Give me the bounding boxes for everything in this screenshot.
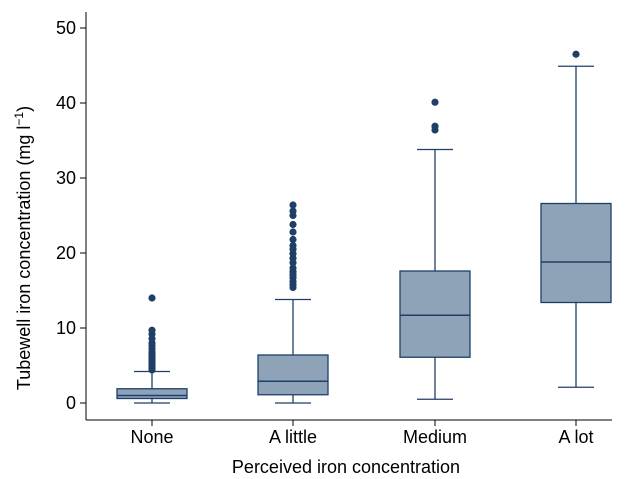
y-tick-label: 0 <box>66 393 76 413</box>
x-tick-label: A little <box>269 427 317 447</box>
outlier-point <box>148 294 156 302</box>
outlier-point <box>289 228 297 236</box>
iqr-box <box>116 388 188 400</box>
iqr-box <box>399 270 471 358</box>
y-tick-label: 10 <box>56 318 76 338</box>
outlier-point <box>289 220 297 229</box>
y-tick-label: 30 <box>56 168 76 188</box>
box-group <box>116 294 188 404</box>
y-tick-label: 50 <box>56 18 76 38</box>
y-axis: 0 10 20 30 40 50 <box>56 12 87 420</box>
outlier-point <box>289 241 297 250</box>
outlier-point <box>289 201 297 209</box>
outlier-point <box>289 235 297 244</box>
y-axis-label: Tubewell iron concentration (mg l−1) <box>12 106 34 390</box>
y-tick-label: 40 <box>56 93 76 113</box>
x-tick-label: Medium <box>403 427 467 447</box>
outlier-point <box>289 264 297 272</box>
box-group <box>399 98 471 400</box>
box-group <box>257 201 329 404</box>
x-tick-label: None <box>130 427 173 447</box>
outlier-point <box>431 122 439 130</box>
y-axis-label-superscript: −1 <box>12 112 26 126</box>
outlier-point <box>148 326 156 334</box>
box-group <box>540 50 612 388</box>
x-axis: None A little Medium A lot <box>86 419 612 447</box>
plot-area <box>116 50 612 404</box>
outlier-point <box>431 98 439 106</box>
iqr-box <box>540 202 612 304</box>
outlier-point <box>572 50 580 58</box>
y-axis-label-main: Tubewell iron concentration (mg l <box>14 126 34 390</box>
y-axis-label-close: ) <box>14 106 34 112</box>
y-tick-label: 20 <box>56 243 76 263</box>
x-axis-label: Perceived iron concentration <box>232 457 460 477</box>
x-tick-label: A lot <box>558 427 593 447</box>
outlier-point <box>289 207 297 215</box>
iqr-box <box>257 354 329 396</box>
